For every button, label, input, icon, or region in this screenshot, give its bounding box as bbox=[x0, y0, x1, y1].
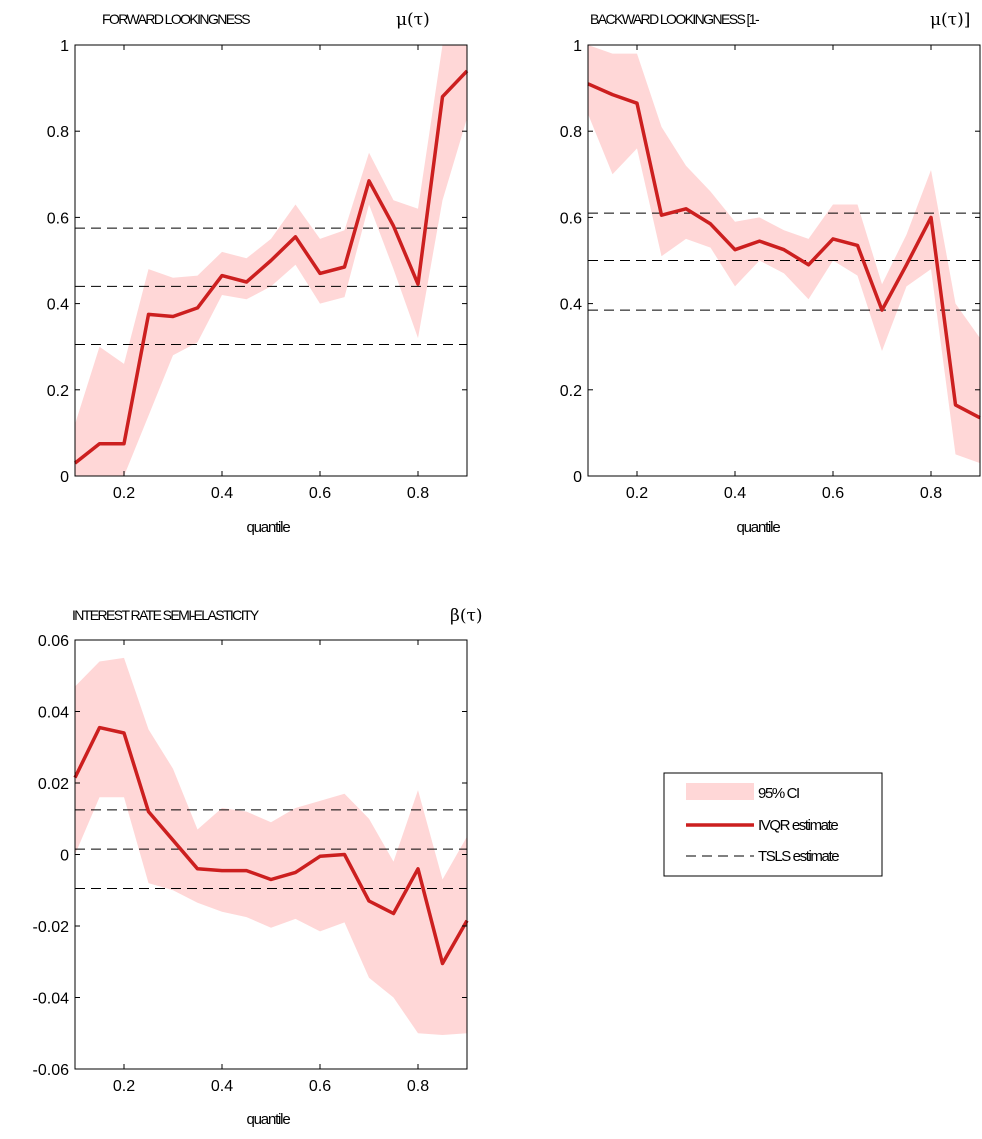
estimate-line bbox=[73, 725, 469, 966]
plot-frame bbox=[587, 44, 981, 477]
x-tick-label: 0.2 bbox=[626, 485, 648, 502]
ci-band bbox=[588, 45, 980, 464]
y-tick-label: 0.2 bbox=[560, 383, 582, 400]
x-tick-label: 0.6 bbox=[309, 485, 331, 502]
y-tick-label: -0.06 bbox=[33, 1062, 70, 1079]
x-tick-label: 0.2 bbox=[113, 485, 135, 502]
chart-symbol: μ(τ) bbox=[396, 10, 430, 30]
x-axis-label: quantile bbox=[247, 519, 291, 536]
x-axis-label: quantile bbox=[737, 519, 781, 536]
forward-lookingness-chart: FORWARD LOOKINGNESS μ(τ) quantile 0 0.2 0.… bbox=[47, 10, 469, 536]
legend-ci-swatch bbox=[686, 783, 754, 800]
y-tick-label: 0 bbox=[60, 848, 69, 865]
x-tick-label: 0.2 bbox=[113, 1078, 135, 1095]
y-tick-label: -0.02 bbox=[33, 919, 70, 936]
legend-ci-label: 95% CI bbox=[758, 785, 799, 802]
y-tick-label: 0.4 bbox=[560, 297, 582, 314]
plot-frame bbox=[74, 44, 468, 477]
y-tick-label: 0.8 bbox=[47, 124, 69, 141]
y-tick-label: 1 bbox=[573, 38, 582, 55]
estimate-line bbox=[587, 82, 981, 420]
legend-tsls-label: TSLS estimate bbox=[758, 848, 839, 865]
chart-title: INTEREST RATE SEMI-ELASTICITY bbox=[72, 607, 260, 623]
chart-title: FORWARD LOOKINGNESS bbox=[102, 11, 250, 27]
legend-estimate-label: IVQR estimate bbox=[758, 817, 838, 834]
x-tick-label: 0.6 bbox=[309, 1078, 331, 1095]
ci-band bbox=[75, 657, 467, 1035]
x-tick-label: 0.4 bbox=[724, 485, 746, 502]
x-tick-label: 0.8 bbox=[407, 1078, 429, 1095]
x-tick-label: 0.6 bbox=[822, 485, 844, 502]
y-tick-label: 0.04 bbox=[38, 705, 69, 722]
y-tick-label: 0.8 bbox=[560, 124, 582, 141]
estimate-line bbox=[73, 69, 469, 465]
y-tick-label: 0.02 bbox=[38, 776, 69, 793]
y-tick-label: 1 bbox=[60, 38, 69, 55]
chart-title: BACKWARD LOOKINGNESS [1- bbox=[590, 11, 760, 27]
x-tick-label: 0.4 bbox=[211, 1078, 233, 1095]
y-tick-label: 0.2 bbox=[47, 383, 69, 400]
legend: 95% CI IVQR estimate TSLS estimate bbox=[663, 772, 883, 877]
interest-rate-semi-elasticity-chart: INTEREST RATE SEMI-ELASTICITY β(τ) quant… bbox=[33, 606, 483, 1128]
y-tick-label: 0.06 bbox=[38, 633, 69, 650]
x-axis-label: quantile bbox=[247, 1111, 291, 1128]
y-tick-label: 0.6 bbox=[47, 210, 69, 227]
y-tick-label: 0 bbox=[60, 469, 69, 486]
chart-symbol: μ(τ)] bbox=[930, 10, 970, 30]
y-tick-label: 0.6 bbox=[560, 210, 582, 227]
x-tick-label: 0.4 bbox=[211, 485, 233, 502]
y-tick-label: 0 bbox=[573, 469, 582, 486]
y-tick-label: 0.4 bbox=[47, 297, 69, 314]
x-tick-label: 0.8 bbox=[920, 485, 942, 502]
x-tick-label: 0.8 bbox=[407, 485, 429, 502]
y-tick-label: -0.04 bbox=[33, 991, 70, 1008]
chart-symbol: β(τ) bbox=[450, 606, 483, 626]
backward-lookingness-chart: BACKWARD LOOKINGNESS [1- μ(τ)] quantile … bbox=[560, 10, 981, 536]
